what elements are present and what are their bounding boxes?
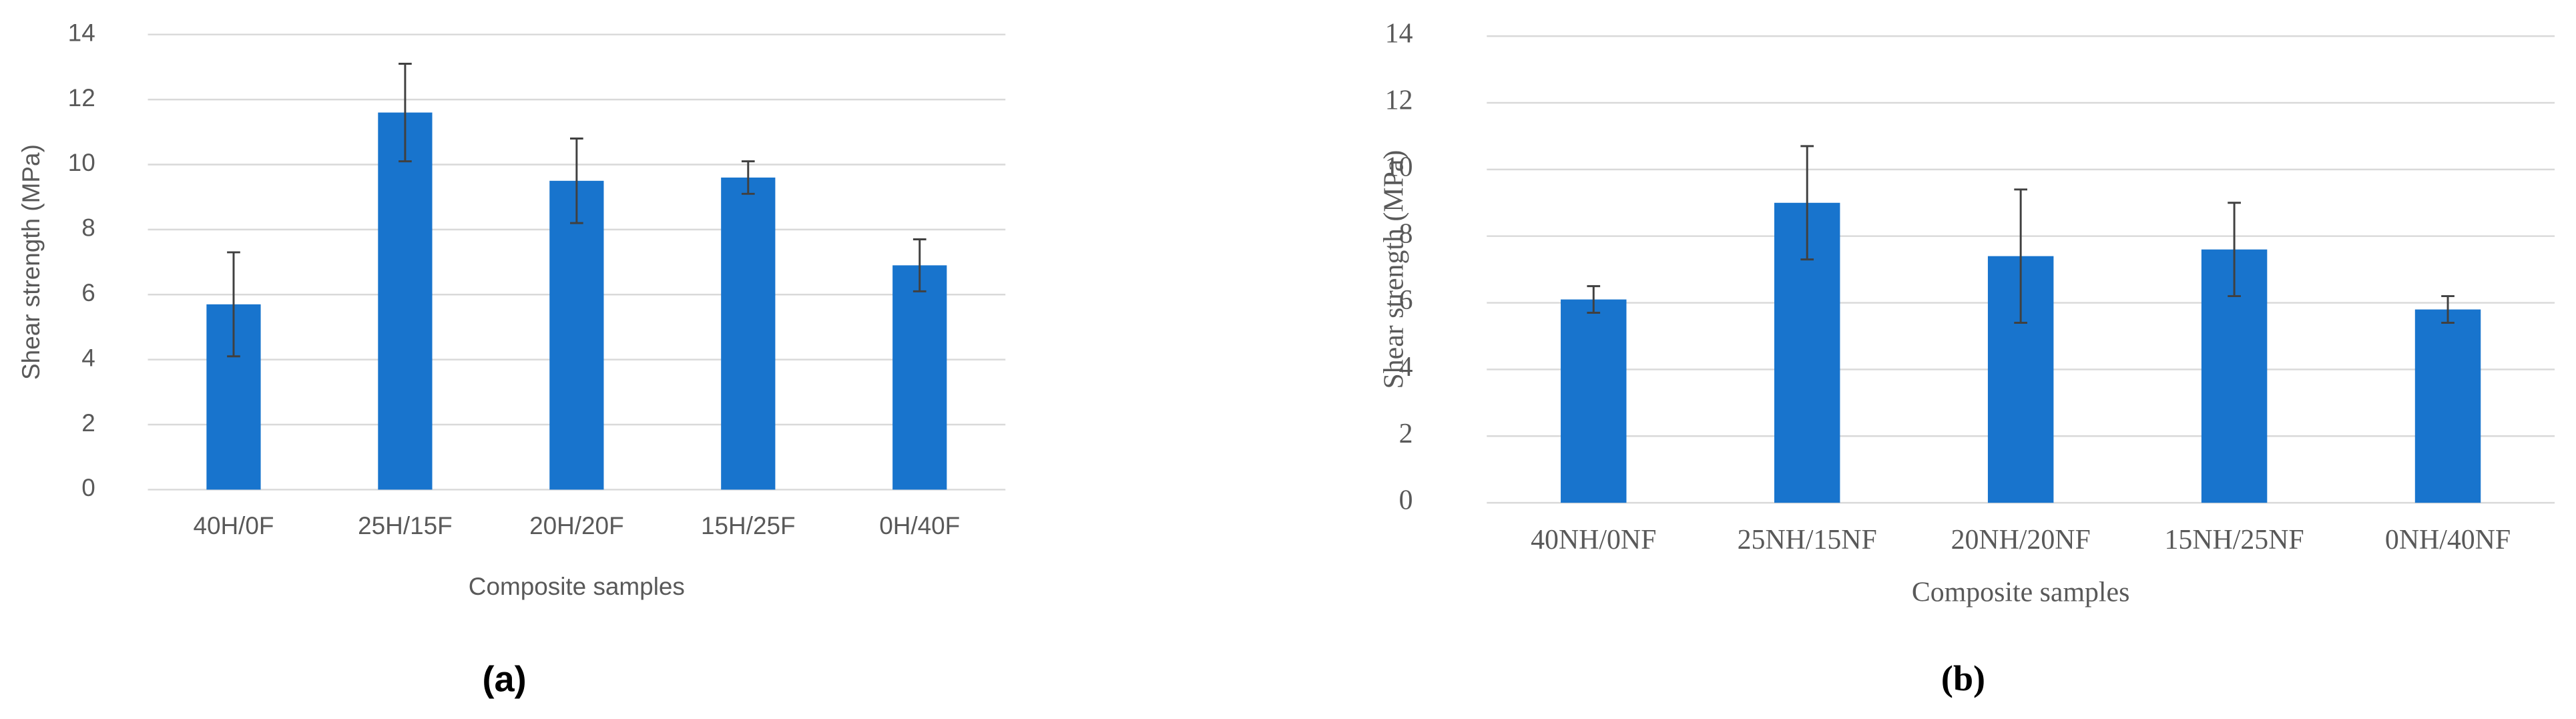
y-tick-label: 6	[81, 279, 95, 306]
bar	[549, 180, 604, 490]
x-tick-label: 25H/15F	[358, 512, 453, 539]
y-tick-label: 2	[1399, 419, 1413, 449]
y-tick-label: 8	[81, 214, 95, 242]
y-axis-label: Shear strength (MPa)	[1379, 150, 1410, 389]
error-bar	[913, 238, 927, 292]
x-axis-label: Composite samples	[1912, 577, 2129, 608]
panel-label: (a)	[482, 660, 526, 700]
x-tick-label: 0H/40F	[879, 512, 960, 539]
error-bar	[570, 138, 583, 224]
x-tick-label: 20NH/20NF	[1951, 525, 2091, 555]
bar	[892, 265, 947, 490]
y-tick-label: 10	[68, 149, 95, 176]
x-tick-label: 40H/0F	[193, 512, 274, 539]
panel-label: (b)	[1941, 658, 1985, 698]
bar	[378, 112, 433, 490]
panel-b: 0 2 4 6 8 10 12 14 40NH/0NF 25NH/15NF 20NH/20NF 15N…	[1379, 19, 2555, 698]
y-tick-label: 4	[81, 344, 95, 371]
y-tick-label: 14	[1385, 19, 1413, 49]
error-bar	[741, 160, 755, 195]
error-bar	[399, 63, 412, 163]
y-tick-label: 10	[1385, 152, 1413, 182]
y-axis-label: Shear strength (MPa)	[17, 144, 45, 380]
y-tick-label: 6	[1399, 285, 1413, 316]
y-tick-label: 2	[81, 409, 95, 437]
x-axis-label: Composite samples	[469, 573, 685, 600]
bar	[721, 177, 776, 490]
x-tick-label: 0NH/40NF	[2385, 525, 2511, 555]
x-tick-label: 15H/25F	[701, 512, 796, 539]
y-tick-label: 0	[81, 474, 95, 501]
bar	[1561, 299, 1627, 503]
error-bar	[2441, 295, 2455, 324]
bar	[2414, 309, 2481, 503]
error-bar	[1800, 145, 1814, 261]
y-tick-label: 12	[68, 84, 95, 111]
x-tick-label: 40NH/0NF	[1531, 525, 1656, 555]
y-tick-label: 14	[68, 19, 95, 46]
y-tick-label: 0	[1399, 485, 1413, 516]
x-tick-label: 15NH/25NF	[2165, 525, 2304, 555]
error-bar	[2014, 188, 2027, 324]
error-bar	[1587, 285, 1601, 314]
y-tick-label: 8	[1399, 218, 1413, 249]
y-tick-label: 12	[1385, 85, 1413, 116]
error-bar	[227, 251, 240, 358]
y-tick-label: 4	[1399, 352, 1413, 383]
error-bar	[2228, 202, 2241, 298]
panel-a: 0 2 4 6 8 10 12 14 40H/0F 25H/15F 20H/20F 15H/25F 0H…	[17, 19, 1006, 700]
x-tick-label: 20H/20F	[529, 512, 624, 539]
x-tick-label: 25NH/15NF	[1738, 525, 1877, 555]
